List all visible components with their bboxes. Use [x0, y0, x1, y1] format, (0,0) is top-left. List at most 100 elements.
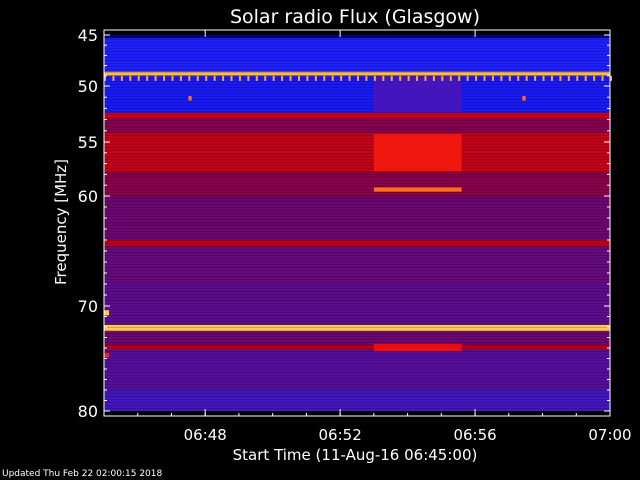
- tick-row-mark: [542, 75, 545, 81]
- tick-row-mark: [281, 75, 284, 81]
- stripe-texture: [104, 165, 610, 166]
- y-tick-label: 45: [78, 26, 98, 45]
- stripe-texture: [104, 363, 610, 364]
- tick-row-mark: [449, 75, 452, 81]
- tick-row-mark: [407, 75, 410, 81]
- stripe-texture: [104, 357, 610, 358]
- stripe-texture: [104, 141, 610, 142]
- stripe-texture: [104, 195, 610, 196]
- tick-row-mark: [289, 75, 292, 81]
- axes: 45 50 55 60 70 80 06:48 06:52 06:56 07:00: [78, 26, 632, 444]
- stripe-texture: [104, 246, 610, 247]
- tick-row-mark: [466, 75, 469, 81]
- x-tick-label: 06:48: [184, 426, 227, 444]
- stripe-texture: [104, 72, 610, 73]
- stripe-texture: [104, 381, 610, 382]
- tick-row-mark: [373, 75, 376, 81]
- spectrum-band-13: [104, 331, 610, 345]
- chart-title: Solar radio Flux (Glasgow): [230, 6, 480, 28]
- stripe-texture: [104, 225, 610, 226]
- tick-row-mark: [390, 75, 393, 81]
- tick-row-mark: [601, 75, 604, 81]
- stripe-texture: [104, 393, 610, 394]
- stripe-texture: [104, 342, 610, 343]
- stripe-texture: [104, 213, 610, 214]
- stripe-texture: [104, 399, 610, 400]
- stripe-texture: [104, 54, 610, 55]
- tick-row-mark: [196, 75, 199, 81]
- stripe-texture: [104, 411, 610, 412]
- spectrum-band-10: [104, 246, 610, 284]
- stripe-texture: [104, 390, 610, 391]
- stripe-texture: [104, 63, 610, 64]
- feature-6: [104, 310, 110, 316]
- y-tick-label: 50: [78, 77, 98, 96]
- stripe-texture: [104, 270, 610, 271]
- updated-timestamp: Updated Thu Feb 22 02:00:15 2018: [2, 469, 163, 479]
- tick-row-mark: [238, 75, 241, 81]
- stripe-texture: [104, 243, 610, 244]
- tick-row-mark: [416, 75, 419, 81]
- stripe-texture: [104, 51, 610, 52]
- tick-row-mark: [306, 75, 309, 81]
- tick-row-mark: [593, 75, 596, 81]
- stripe-texture: [104, 258, 610, 259]
- tick-row-mark: [255, 75, 258, 81]
- stripe-texture: [104, 336, 610, 337]
- tick-row-mark: [297, 75, 300, 81]
- stripe-texture: [104, 288, 610, 289]
- tick-row-mark: [576, 75, 579, 81]
- feature-2: [373, 187, 462, 192]
- stripe-texture: [104, 351, 610, 352]
- stripe-texture: [104, 282, 610, 283]
- feature-4: [188, 96, 192, 101]
- stripe-texture: [104, 303, 610, 304]
- stripe-texture: [104, 276, 610, 277]
- stripe-texture: [104, 147, 610, 148]
- x-tick-label: 07:00: [588, 426, 631, 444]
- tick-row-mark: [584, 75, 587, 81]
- tick-row-mark: [559, 75, 562, 81]
- stripe-texture: [104, 402, 610, 403]
- tick-row-mark: [230, 75, 233, 81]
- stripe-texture: [104, 237, 610, 238]
- x-tick-label: 06:56: [453, 426, 496, 444]
- tick-row-mark: [432, 75, 435, 81]
- spectrum-band-4: [104, 112, 610, 119]
- tick-row-mark: [213, 75, 216, 81]
- stripe-texture: [104, 291, 610, 292]
- tick-row-mark: [120, 75, 123, 81]
- stripe-texture: [104, 66, 610, 67]
- stripe-texture: [104, 297, 610, 298]
- stripe-texture: [104, 405, 610, 406]
- feature-1: [373, 134, 462, 172]
- stripe-texture: [104, 372, 610, 373]
- stripe-texture: [104, 408, 610, 409]
- y-tick-label: 55: [78, 133, 98, 152]
- stripe-texture: [104, 111, 610, 112]
- stripe-texture: [104, 132, 610, 133]
- tick-row-mark: [171, 75, 174, 81]
- stripe-texture: [104, 48, 610, 49]
- stripe-texture: [104, 219, 610, 220]
- stripe-texture: [104, 414, 610, 415]
- plot-frame: [103, 29, 611, 417]
- tick-row-mark: [137, 75, 140, 81]
- stripe-texture: [104, 279, 610, 280]
- tick-row-mark: [491, 75, 494, 81]
- stripe-texture: [104, 321, 610, 322]
- stripe-texture: [104, 120, 610, 121]
- spectrum-band-9: [104, 240, 610, 247]
- spectrum-band-5: [104, 118, 610, 134]
- tick-row-mark: [112, 75, 115, 81]
- stripe-texture: [104, 84, 610, 85]
- tick-row-mark: [357, 75, 359, 81]
- stripe-texture: [104, 306, 610, 307]
- plot-area: [104, 30, 612, 415]
- stripe-texture: [104, 192, 610, 193]
- feature-0: [373, 75, 462, 112]
- spectrum-band-16: [104, 390, 610, 411]
- feature-7: [104, 353, 110, 358]
- stripe-texture: [104, 360, 610, 361]
